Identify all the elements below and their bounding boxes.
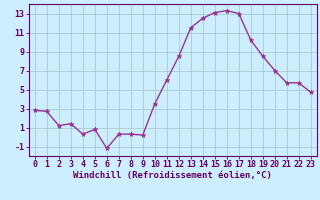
X-axis label: Windchill (Refroidissement éolien,°C): Windchill (Refroidissement éolien,°C): [73, 171, 272, 180]
